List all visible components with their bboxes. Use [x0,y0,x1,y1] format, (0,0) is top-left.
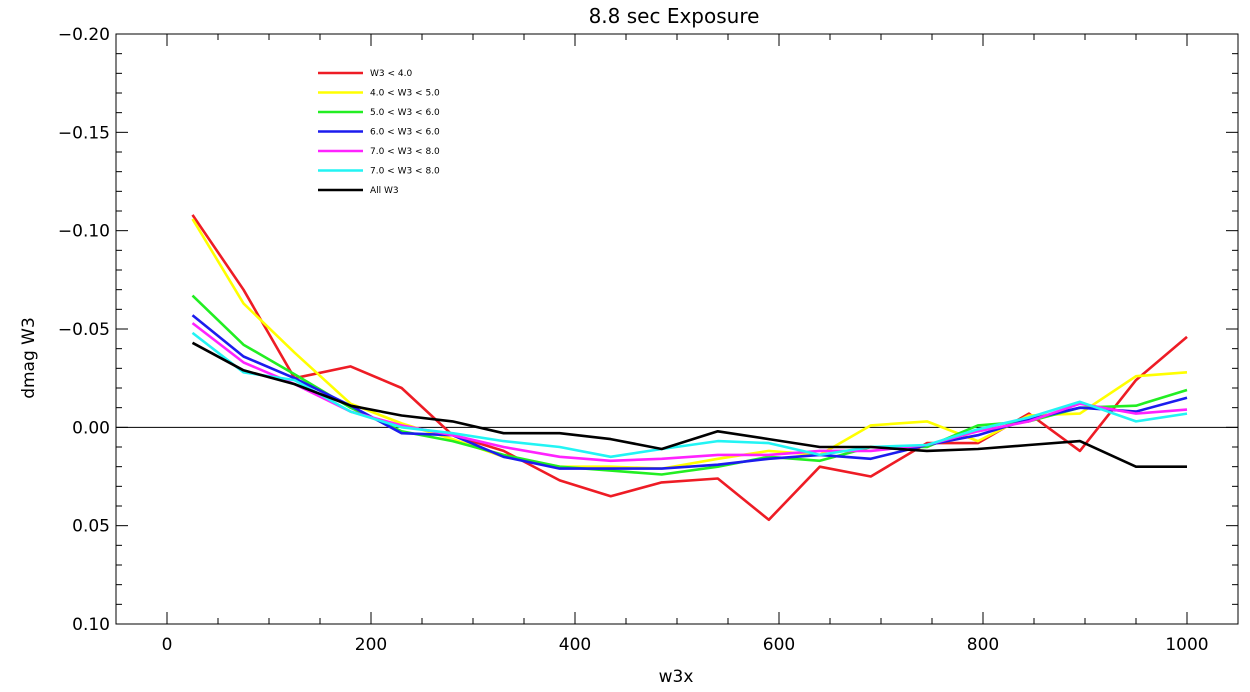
legend-label: 4.0 < W3 < 5.0 [370,89,440,99]
legend-label: 7.0 < W3 < 8.0 [370,147,440,157]
y-tick-label: −0.20 [58,25,110,45]
chart-title: 8.8 sec Exposure [589,4,760,28]
legend-label: 5.0 < W3 < 6.0 [370,108,440,118]
y-tick-label: 0.05 [72,517,110,537]
y-tick-label: −0.15 [58,123,110,143]
series-line-3 [191,294,1188,476]
y-tick-label: −0.05 [58,320,110,340]
series-line-1 [191,214,1188,522]
plot-border [115,33,1239,625]
plot-frame [115,33,1239,625]
y-tick-label: 0.00 [72,418,110,438]
x-tick-label: 0 [162,635,173,655]
series-line-7 [191,341,1187,469]
x-tick-label: 800 [967,635,999,655]
y-tick-label: 0.10 [72,615,110,635]
x-tick-label: 200 [355,635,387,655]
legend-label: W3 < 4.0 [370,69,412,79]
series-line-2 [191,218,1188,470]
x-tick-label: 1000 [1165,635,1208,655]
legend-label: All W3 [370,186,399,196]
y-axis-title: dmag W3 [19,317,39,399]
legend-label: 6.0 < W3 < 6.0 [370,128,440,138]
legend: W3 < 4.0 4.0 < W3 < 5.0 5.0 < W3 < 6.0 6.0 … [318,69,440,196]
series-line-6 [191,331,1188,459]
y-axis: −0.20 −0.15 −0.10 −0.05 0.00 0.05 0.10 [58,25,1238,635]
x-axis: 0 200 400 600 800 1000 [115,34,1239,655]
x-tick-label: 400 [559,635,591,655]
x-tick-label: 600 [763,635,795,655]
legend-label: 7.0 < W3 < 8.0 [370,167,440,177]
x-axis-title: w3x [659,667,694,687]
series-group [191,214,1188,522]
y-tick-label: −0.10 [58,222,110,242]
